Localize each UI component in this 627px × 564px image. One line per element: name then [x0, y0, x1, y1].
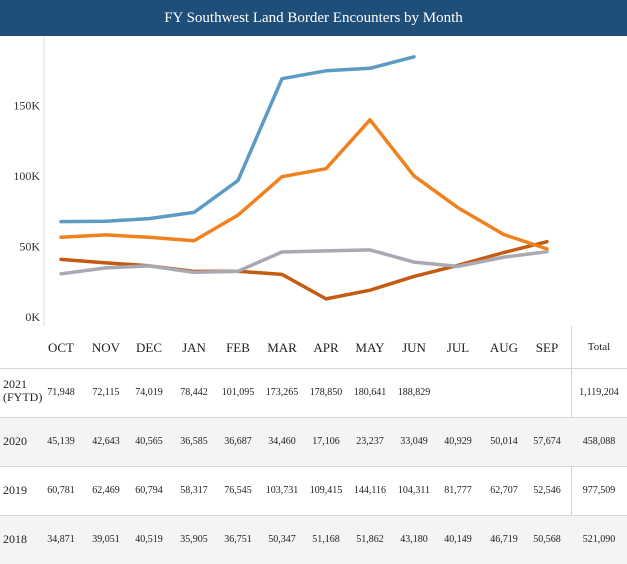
- table-cell: 40,929: [444, 436, 472, 447]
- y-tick-label: 100K: [13, 169, 40, 183]
- table-row: 2019 60,781 62,469 60,794 58,317 76,545 103,73…: [0, 467, 627, 515]
- y-tick-label: 0K: [25, 310, 40, 324]
- table-cell: 51,168: [312, 534, 340, 545]
- table-cell: 46,719: [490, 534, 518, 545]
- month-header-dec: DEC: [136, 340, 162, 355]
- row-label-note: (FYTD): [3, 390, 43, 404]
- row-label: 2020: [3, 435, 27, 448]
- table-cell: 71,948: [47, 387, 75, 398]
- table-cell: 180,641: [353, 387, 387, 398]
- table-cell: 23,237: [356, 436, 384, 447]
- month-header-jan: JAN: [182, 340, 206, 355]
- table-cell: 103,731: [265, 485, 299, 496]
- table-cell: 40,149: [444, 534, 472, 545]
- table-cell: 173,265: [265, 387, 299, 398]
- table-row: 2021 (FYTD) 71,948 72,115 74,019 78,442 101,09…: [0, 369, 627, 417]
- month-header-may: MAY: [355, 340, 385, 355]
- row-divider: [0, 417, 627, 418]
- table-cell: 74,019: [135, 387, 163, 398]
- line-chart: 0K 50K 100K 150K: [13, 36, 549, 326]
- series-layer: [59, 55, 549, 301]
- table-cell: 188,829: [397, 387, 431, 398]
- table-cell: 52,546: [533, 485, 561, 496]
- row-divider: [0, 515, 627, 516]
- table-row: 2018 34,871 39,051 40,519 35,905 36,751 50,347…: [0, 516, 627, 564]
- table-cell: 72,115: [92, 387, 120, 398]
- table-cell: 35,905: [180, 534, 208, 545]
- table-cell: 45,139: [47, 436, 75, 447]
- row-total: 1,119,204: [579, 387, 619, 398]
- row-label-year: 2018: [3, 532, 27, 546]
- table-header-row: OCT NOV DEC JAN FEB MAR APR MAY JUN JUL AUG SEP Tota…: [0, 326, 627, 368]
- table-cell: 57,674: [533, 436, 561, 447]
- row-label-year: 2021: [3, 377, 27, 391]
- row-total: 521,090: [582, 534, 616, 545]
- table-cell: 36,585: [180, 436, 208, 447]
- month-header-feb: FEB: [226, 340, 250, 355]
- y-axis: 0K 50K 100K 150K: [13, 99, 40, 325]
- table-cell: 50,347: [268, 534, 296, 545]
- table-row: 2020 45,139 42,643 40,565 36,585 36,687 34,460…: [0, 418, 627, 466]
- month-header-nov: NOV: [91, 340, 121, 355]
- table-cell: 60,794: [135, 485, 163, 496]
- table-cell: 62,469: [92, 485, 120, 496]
- table-cell: 36,687: [224, 436, 252, 447]
- table-cell: 40,565: [135, 436, 163, 447]
- table-cell: 144,116: [353, 485, 387, 496]
- y-tick-label: 50K: [19, 240, 40, 254]
- series-line-2021: [59, 55, 416, 224]
- table-cell: 17,106: [312, 436, 340, 447]
- row-label-year: 2019: [3, 483, 27, 497]
- table-cell: 40,519: [135, 534, 163, 545]
- chart-title: FY Southwest Land Border Encounters by M…: [0, 0, 627, 36]
- table-cell: 78,442: [180, 387, 208, 398]
- table-cell: 42,643: [92, 436, 120, 447]
- month-header-mar: MAR: [267, 340, 297, 355]
- table-cell: 34,871: [47, 534, 75, 545]
- month-header-oct: OCT: [48, 340, 74, 355]
- month-header-jun: JUN: [402, 340, 426, 355]
- month-header-sep: SEP: [535, 340, 559, 355]
- table-cell: 34,460: [268, 436, 296, 447]
- month-header-apr: APR: [313, 340, 339, 355]
- row-label: 2021 (FYTD): [3, 378, 42, 404]
- row-total: 458,088: [582, 436, 616, 447]
- table-cell: 62,707: [490, 485, 518, 496]
- row-label: 2018: [3, 533, 27, 546]
- row-divider: [0, 466, 627, 467]
- row-divider: [0, 368, 627, 369]
- row-total: 977,509: [582, 485, 616, 496]
- table-cell: 36,751: [224, 534, 252, 545]
- table-cell: 58,317: [180, 485, 208, 496]
- month-header-aug: AUG: [489, 340, 519, 355]
- table-cell: 60,781: [47, 485, 75, 496]
- table-cell: 104,311: [397, 485, 431, 496]
- table-cell: 76,545: [224, 485, 252, 496]
- table-cell: 50,014: [490, 436, 518, 447]
- table-cell: 43,180: [400, 534, 428, 545]
- table-cell: 109,415: [309, 485, 343, 496]
- table-cell: 39,051: [92, 534, 120, 545]
- table-cell: 51,862: [356, 534, 384, 545]
- month-header-jul: JUL: [446, 340, 470, 355]
- series-line-2018: [59, 248, 549, 276]
- y-tick-label: 150K: [13, 99, 40, 113]
- table-cell: 101,095: [221, 387, 255, 398]
- table-cell: 33,049: [400, 436, 428, 447]
- row-label-year: 2020: [3, 434, 27, 448]
- total-header: Total: [587, 341, 611, 353]
- table-cell: 81,777: [444, 485, 472, 496]
- table-cell: 50,568: [533, 534, 561, 545]
- data-table: OCT NOV DEC JAN FEB MAR APR MAY JUN JUL AUG SEP Tota…: [0, 326, 627, 564]
- row-label: 2019: [3, 484, 27, 497]
- table-cell: 178,850: [309, 387, 343, 398]
- series-line-2019: [59, 118, 549, 251]
